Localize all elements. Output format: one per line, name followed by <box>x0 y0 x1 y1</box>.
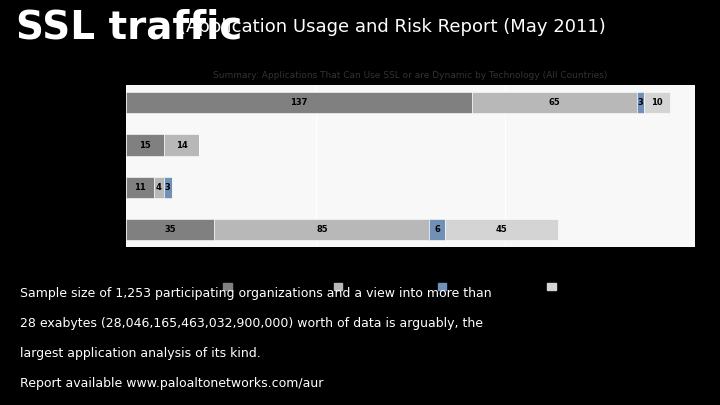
Bar <box>444 219 558 240</box>
Text: 28 exabytes (28,046,165,463,032,900,000) worth of data is arguably, the: 28 exabytes (28,046,165,463,032,900,000)… <box>20 317 483 330</box>
Text: largest application analysis of its kind.: largest application analysis of its kind… <box>20 347 261 360</box>
Bar <box>636 92 644 113</box>
Bar <box>164 177 171 198</box>
Bar <box>429 219 444 240</box>
Text: 137: 137 <box>290 98 308 107</box>
Legend: Browser-based (188), Client-Server (178), Network Protocol (9), P2P (58): Browser-based (188), Client-Server (178)… <box>220 279 601 295</box>
Bar <box>126 92 472 113</box>
Title: Summary: Applications That Can Use SSL or are Dynamic by Technology (All Countri: Summary: Applications That Can Use SSL o… <box>213 71 608 80</box>
Text: More than 40% (433) of the applications can use SSL or hop ports; consuming roug: More than 40% (433) of the applications … <box>23 62 625 71</box>
Text: 4: 4 <box>156 183 162 192</box>
Text: Sample size of 1,253 participating organizations and a view into more than: Sample size of 1,253 participating organ… <box>20 287 492 300</box>
Text: 15: 15 <box>139 141 150 149</box>
Text: 45: 45 <box>495 225 508 234</box>
Bar <box>164 134 199 156</box>
Bar <box>215 219 429 240</box>
Bar <box>126 177 154 198</box>
Text: 6: 6 <box>434 225 440 234</box>
Bar <box>126 134 164 156</box>
Bar <box>472 92 636 113</box>
Bar <box>154 177 164 198</box>
Text: (Application Usage and Risk Report (May 2011): (Application Usage and Risk Report (May … <box>179 18 606 36</box>
Text: 14: 14 <box>176 141 187 149</box>
Text: 11: 11 <box>134 183 145 192</box>
Text: SSL traffic: SSL traffic <box>16 9 242 46</box>
Bar <box>644 92 670 113</box>
Text: 35: 35 <box>164 225 176 234</box>
Text: Report available www.paloaltonetworks.com/aur: Report available www.paloaltonetworks.co… <box>20 377 323 390</box>
Text: 10: 10 <box>651 98 662 107</box>
Text: 85: 85 <box>316 225 328 234</box>
Text: 3: 3 <box>638 98 644 107</box>
Text: 3: 3 <box>165 183 171 192</box>
Bar <box>126 219 215 240</box>
Text: 65: 65 <box>549 98 560 107</box>
